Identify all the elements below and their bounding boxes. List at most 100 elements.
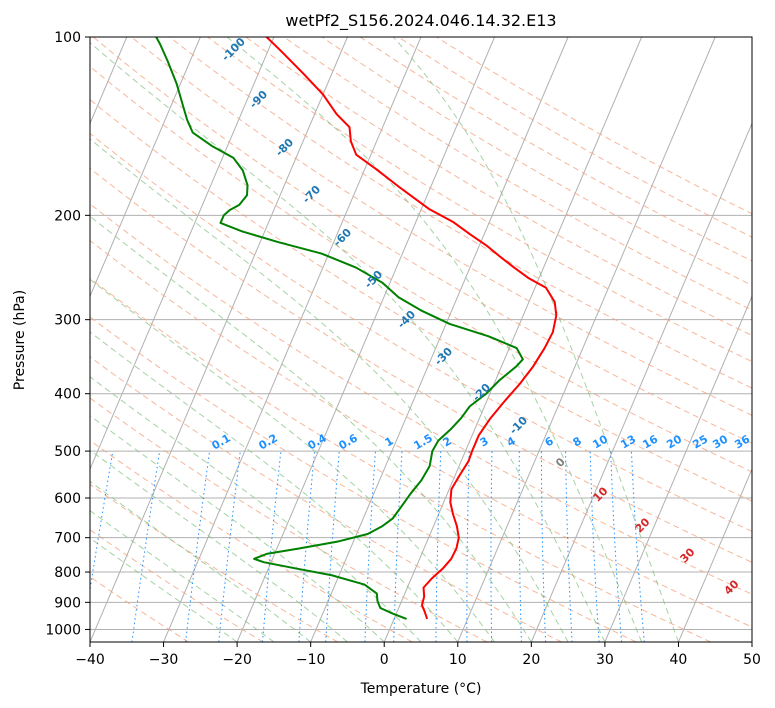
x-tick-label: 10 [449, 652, 467, 668]
dry-adiabat-line [90, 356, 562, 642]
y-tick-label: 700 [54, 531, 81, 547]
isotherm-gridline [236, 37, 496, 642]
mixing-ratio-label: 0.2 [257, 431, 280, 452]
moist-adiabat-line [90, 215, 532, 642]
dry-adiabat-line [90, 439, 413, 642]
dry-adiabat-line [245, 37, 752, 337]
y-tick-label: 300 [54, 313, 81, 329]
moist-adiabat-label: 40 [722, 577, 742, 597]
dry-adiabat-line [90, 167, 752, 563]
moist-adiabat-line [90, 138, 569, 642]
mixing-ratio-line [90, 451, 114, 593]
x-tick-label: 0 [380, 652, 389, 668]
moist-adiabat-label: 20 [633, 515, 653, 535]
moist-adiabat-line [90, 331, 459, 642]
dry-adiabat-label: -60 [331, 226, 354, 249]
mixing-ratio-line [518, 451, 522, 642]
dry-adiabat-line [90, 576, 189, 642]
moist-adiabat-line [392, 37, 679, 642]
y-tick-label: 100 [54, 30, 81, 46]
isotherm-gridline [677, 467, 752, 642]
dry-adiabat-line [90, 529, 264, 642]
dry-adiabat-line [90, 277, 711, 642]
dry-adiabat-label: -70 [300, 183, 323, 206]
mixing-ratio-line [364, 451, 376, 642]
mixing-ratio-label: 1.5 [412, 431, 435, 452]
isotherm-gridline [90, 37, 201, 298]
isotherm-gridline [383, 37, 643, 642]
mixing-ratio-line [490, 451, 493, 642]
mixing-ratio-line [131, 451, 161, 642]
dry-adiabat-label: -100 [219, 35, 248, 64]
isotherm-gridline [751, 640, 752, 642]
dry-adiabat-line [90, 65, 752, 473]
dry-adiabat-line [90, 132, 752, 532]
mixing-ratio-line [610, 451, 623, 642]
moist-adiabat-line [90, 537, 238, 642]
mixing-ratio-label: 0.1 [210, 431, 233, 452]
dry-adiabat-line [90, 98, 752, 502]
y-tick-label: 1000 [45, 622, 81, 638]
moist-adiabat-line [90, 480, 311, 642]
mixing-ratio-line [325, 451, 340, 642]
profile-line-1 [155, 37, 524, 620]
isotherm-gridline [163, 37, 422, 642]
mixing-ratio-line [589, 451, 600, 642]
mixing-ratio-label: 30 [710, 432, 730, 451]
moist-adiabat-line [90, 415, 385, 642]
dry-adiabat-line [92, 37, 752, 444]
mixing-ratio-line [540, 451, 547, 642]
dry-adiabat-line [90, 397, 488, 642]
moist-adiabat-line [226, 37, 643, 642]
plot-frame [89, 36, 753, 643]
y-tick-label: 600 [54, 491, 81, 507]
moist-adiabat-label: 30 [678, 545, 698, 565]
isotherm-gridline [90, 37, 275, 471]
y-tick-label: 800 [54, 565, 81, 581]
x-tick-label: −10 [296, 652, 326, 668]
moist-adiabat-line [90, 278, 495, 642]
y-tick-label: 400 [54, 387, 81, 403]
y-axis-label: Pressure (hPa) [12, 290, 28, 390]
moist-adiabat-line [90, 509, 275, 642]
y-tick-label: 200 [54, 208, 81, 224]
moist-adiabat-line [90, 376, 422, 642]
moist-adiabat-line [90, 42, 606, 642]
y-tick-label: 500 [54, 444, 81, 460]
mixing-ratio-line [262, 451, 282, 642]
dry-adiabat-line [131, 37, 752, 416]
mixing-ratio-label: 20 [664, 432, 684, 451]
x-tick-label: 50 [743, 652, 761, 668]
moist-adiabat-label: 10 [591, 484, 611, 504]
mixing-ratio-label: 0.6 [337, 431, 361, 452]
moist-adiabat-line [90, 449, 348, 642]
mixing-ratio-line [466, 451, 470, 642]
x-tick-label: −20 [222, 652, 252, 668]
dry-adiabat-line [90, 483, 339, 642]
mixing-ratio-line [218, 451, 241, 642]
dry-adiabat-line [436, 37, 752, 215]
isotherm-gridline [457, 37, 716, 642]
x-tick-label: 30 [596, 652, 614, 668]
mixing-ratio-label: 3 [478, 434, 491, 449]
x-tick-label: −30 [149, 652, 179, 668]
isotherm-gridline [90, 37, 348, 642]
dry-adiabat-line [90, 203, 752, 595]
profile-line-0 [265, 37, 558, 620]
dry-adiabat-line [90, 316, 637, 642]
dry-adiabat-line [321, 37, 752, 286]
isotherm-gridline [604, 295, 752, 642]
x-tick-label: −40 [75, 652, 105, 668]
mixing-ratio-line [393, 451, 403, 642]
dry-adiabat-label: -40 [395, 308, 418, 331]
dry-adiabat-line [90, 239, 752, 628]
mixing-ratio-line [630, 451, 645, 642]
y-tick-label: 900 [54, 595, 81, 611]
x-tick-label: 20 [522, 652, 540, 668]
dry-adiabat-label: -80 [273, 136, 296, 159]
mixing-ratio-line [185, 451, 211, 642]
x-axis-label: Temperature (°C) [360, 681, 482, 697]
mixing-ratio-label: 36 [732, 432, 752, 451]
mixing-ratio-label: 13 [618, 433, 638, 452]
